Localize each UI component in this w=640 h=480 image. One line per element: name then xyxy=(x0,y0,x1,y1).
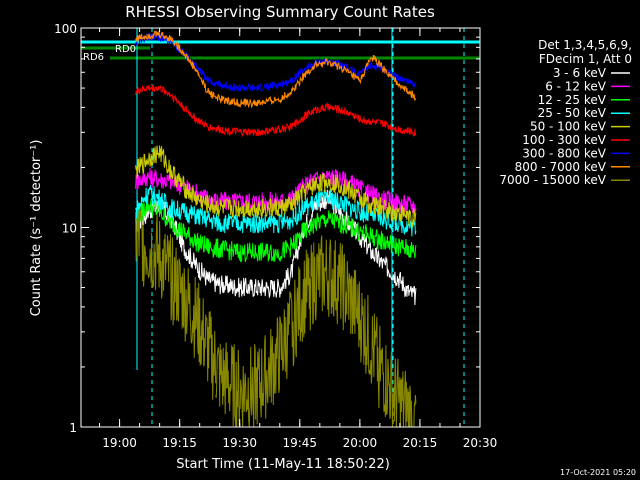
x-tick-label: 19:45 xyxy=(282,436,317,450)
axis-layer: 19:00 19:15 19:30 19:45 20:00 20:15 20:30 1 10 10… xyxy=(54,22,497,450)
y-axis-label: Count Rate (s⁻¹ detector⁻¹) xyxy=(29,140,44,317)
series-line-2-0 xyxy=(135,197,217,259)
series-line-3-2 xyxy=(363,204,417,237)
annotation-rd0: RD0 xyxy=(115,44,136,55)
series-2 xyxy=(135,197,417,263)
x-tick-label: 20:15 xyxy=(403,436,438,450)
series-line-1-2 xyxy=(363,184,417,214)
series-line-7-1 xyxy=(215,57,365,109)
series-line-1-1 xyxy=(215,168,365,212)
series-line-1-0 xyxy=(135,167,217,209)
x-tick-label: 20:30 xyxy=(463,436,498,450)
x-tick-label: 19:00 xyxy=(102,436,137,450)
legend-header-line-1: Det 1,3,4,5,6,9, xyxy=(538,38,632,52)
legend-entry-label: 25 - 50 keV xyxy=(538,106,607,120)
instrument-state-lines xyxy=(81,28,480,427)
x-axis-label: Start Time (11-May-11 18:50:22) xyxy=(176,457,390,472)
series-layer xyxy=(135,30,417,427)
series-line-5-2 xyxy=(363,117,417,138)
series-line-6-2 xyxy=(363,60,416,89)
legend-entry-label: 6 - 12 keV xyxy=(545,79,607,93)
chart-title: RHESSI Observing Summary Count Rates xyxy=(125,3,435,21)
series-1 xyxy=(135,167,417,214)
legend-entry-label: 800 - 7000 keV xyxy=(515,160,607,174)
y-tick-label: 1 xyxy=(69,421,77,435)
series-line-4-1 xyxy=(215,172,365,219)
series-line-4-0 xyxy=(135,145,217,215)
series-line-0-0 xyxy=(135,197,217,292)
y-tick-label: 10 xyxy=(62,222,77,236)
series-8 xyxy=(135,209,417,427)
series-line-2-1 xyxy=(215,210,365,263)
x-tick-label: 19:15 xyxy=(162,436,197,450)
legend-header-line-2: FDecim 1, Att 0 xyxy=(539,52,632,66)
series-line-0-2 xyxy=(363,233,417,306)
legend-entry-label: 300 - 800 keV xyxy=(522,146,606,160)
series-line-3-0 xyxy=(135,185,217,230)
series-line-8-1 xyxy=(215,235,365,427)
series-0 xyxy=(135,189,417,306)
series-line-8-0 xyxy=(135,209,217,400)
series-5 xyxy=(135,84,417,138)
x-tick-label: 19:30 xyxy=(222,436,257,450)
legend-entry-label: 50 - 100 keV xyxy=(530,120,607,134)
footer-timestamp: 17-Oct-2021 05:20 xyxy=(560,468,636,477)
series-line-5-1 xyxy=(215,102,365,138)
legend: Det 1,3,4,5,6,9, FDecim 1, Att 0 3 - 6 k… xyxy=(499,38,632,187)
series-4 xyxy=(135,145,417,227)
y-tick-label: 100 xyxy=(54,22,77,36)
legend-entry-label: 12 - 25 keV xyxy=(538,93,607,107)
series-line-7-2 xyxy=(363,54,417,102)
legend-entry-label: 7000 - 15000 keV xyxy=(499,173,606,187)
series-line-8-2 xyxy=(363,294,417,427)
legend-entry-label: 3 - 6 keV xyxy=(553,66,607,80)
series-line-6-0 xyxy=(135,31,216,87)
annotation-rd6: RD6 xyxy=(83,52,104,63)
series-line-5-0 xyxy=(135,84,217,132)
series-line-4-2 xyxy=(363,192,417,227)
legend-entry-label: 100 - 300 keV xyxy=(522,133,606,147)
series-line-0-1 xyxy=(215,189,365,299)
x-tick-label: 20:00 xyxy=(343,436,378,450)
series-line-2-2 xyxy=(363,224,417,259)
series-7 xyxy=(135,30,417,109)
series-line-7-0 xyxy=(135,30,217,99)
series-3 xyxy=(135,185,417,237)
series-line-3-1 xyxy=(215,189,365,234)
